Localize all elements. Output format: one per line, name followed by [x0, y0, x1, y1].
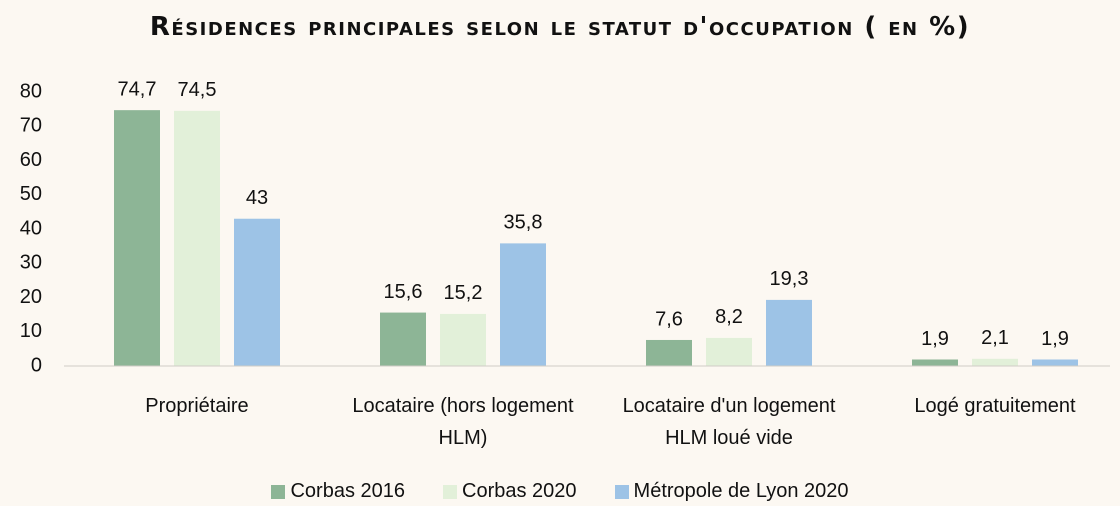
legend-label: Métropole de Lyon 2020 [633, 480, 849, 502]
x-tick-label: Locataire d'un logement HLM loué vide [622, 395, 836, 449]
data-label: 15,2 [444, 282, 483, 304]
legend-item: Corbas 2020 [443, 480, 577, 503]
data-label: 1,9 [921, 328, 949, 350]
bar [972, 358, 1018, 366]
data-label: 2,1 [981, 327, 1009, 349]
bar [1032, 359, 1078, 366]
y-tick-label: 30 [20, 252, 42, 274]
legend-item: Corbas 2016 [271, 480, 405, 503]
legend-swatch [443, 484, 457, 499]
bar [234, 218, 280, 366]
bar [440, 313, 486, 366]
legend-item: Métropole de Lyon 2020 [614, 480, 849, 503]
y-tick-label: 70 [20, 115, 42, 137]
bar [766, 299, 812, 366]
x-tick-label: Locataire (hors logement HLM) [352, 395, 574, 449]
data-label: 74,7 [118, 78, 157, 100]
data-label: 7,6 [655, 308, 683, 330]
data-label: 15,6 [384, 281, 423, 303]
data-label: 35,8 [504, 212, 543, 234]
chart-title: Résidences principales selon le statut d… [149, 12, 971, 42]
legend-swatch [271, 484, 286, 499]
bar [646, 339, 692, 366]
y-tick-label: 40 [20, 217, 42, 239]
y-tick-label: 20 [20, 286, 42, 308]
bar [174, 110, 220, 367]
data-label: 43 [246, 187, 268, 209]
legend-label: Corbas 2020 [462, 480, 577, 502]
data-label: 8,2 [715, 306, 743, 328]
y-tick-label: 60 [20, 149, 42, 171]
bar [114, 110, 160, 366]
x-tick-label: Logé gratuitement [914, 395, 1076, 417]
legend-label: Corbas 2016 [290, 480, 405, 502]
data-label: 19,3 [770, 268, 809, 290]
x-tick-label: Propriétaire [145, 395, 249, 417]
y-tick-label: 50 [20, 183, 42, 205]
legend-swatch [614, 484, 629, 499]
legend: Corbas 2016 Corbas 2020 Métropole de Lyon … [0, 480, 1120, 503]
bar [912, 359, 958, 366]
data-label: 74,5 [178, 79, 217, 101]
data-label: 1,9 [1041, 328, 1069, 350]
bar [500, 243, 546, 366]
bar [380, 312, 426, 366]
y-tick-label: 0 [31, 354, 42, 376]
y-tick-label: 80 [20, 80, 42, 102]
y-tick-label: 10 [20, 320, 42, 342]
bar [706, 337, 752, 366]
